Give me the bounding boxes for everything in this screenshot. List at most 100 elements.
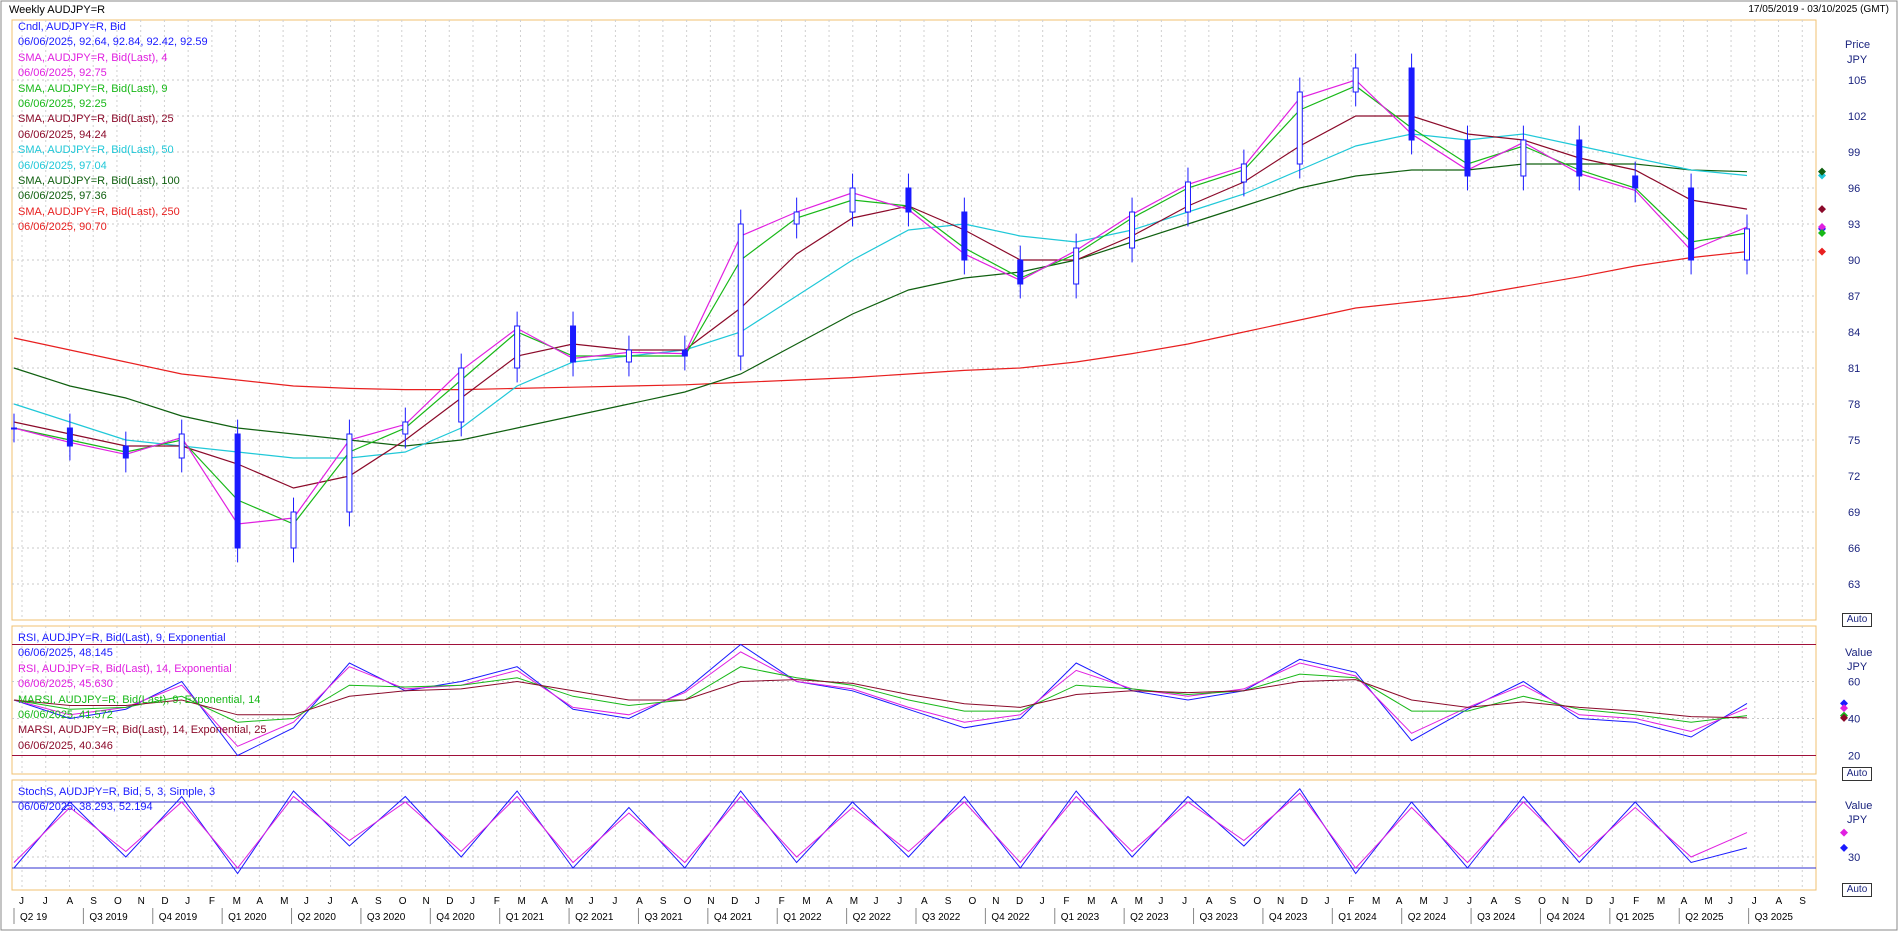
month-tick-label: J: [185, 896, 190, 907]
month-tick-label: O: [399, 896, 407, 907]
price-tick-label: 75: [1848, 435, 1860, 447]
price-legend-label-4: SMA, AUDJPY=R, Bid(Last), 50: [18, 144, 174, 157]
price-tick-label: 63: [1848, 579, 1860, 591]
month-tick-label: A: [826, 896, 833, 907]
month-tick-label: N: [707, 896, 714, 907]
candle-body: [570, 325, 577, 363]
price-tick-label: 93: [1848, 219, 1860, 231]
stoch-last-value-marker: [1840, 843, 1848, 852]
month-tick-label: A: [1776, 896, 1783, 907]
month-tick-label: A: [541, 896, 548, 907]
month-tick-label: N: [1562, 896, 1569, 907]
rsi-auto-scale-button[interactable]: Auto: [1842, 767, 1872, 781]
rsi-tick-label: 60: [1848, 677, 1860, 689]
candle-body: [681, 349, 688, 357]
candle-body: [625, 349, 632, 363]
quarter-tick-label: Q3 2023: [1200, 912, 1239, 923]
month-tick-label: F: [1063, 896, 1069, 907]
candle-body: [234, 433, 241, 549]
month-tick-label: S: [660, 896, 667, 907]
price-legend-value-3: 06/06/2025, 94.24: [18, 128, 107, 141]
month-tick-label: M: [802, 896, 810, 907]
month-tick-label: F: [209, 896, 215, 907]
month-tick-label: J: [1752, 896, 1757, 907]
candle-body: [1632, 175, 1639, 189]
rsi-legend-label-1: RSI, AUDJPY=R, Bid(Last), 14, Exponentia…: [18, 662, 232, 675]
candle-body: [1073, 247, 1080, 285]
stoch-auto-scale-button[interactable]: Auto: [1842, 883, 1872, 897]
candle-body: [961, 211, 968, 261]
quarter-tick-label: Q4 2022: [991, 912, 1030, 923]
month-tick-label: N: [138, 896, 145, 907]
quarter-tick-label: Q3 2025: [1755, 912, 1794, 923]
month-tick-label: O: [684, 896, 692, 907]
month-tick-label: S: [945, 896, 952, 907]
price-last-value-marker: [1818, 247, 1826, 256]
month-tick-label: J: [328, 896, 333, 907]
stoch-series-line-1: [13, 792, 1748, 869]
candle-body: [1129, 211, 1136, 249]
candle-body: [1408, 67, 1415, 141]
rsi-tick-label: 40: [1848, 714, 1860, 726]
price-tick-label: 78: [1848, 399, 1860, 411]
candle-body: [1576, 139, 1583, 177]
month-tick-label: M: [565, 896, 573, 907]
quarter-tick-label: Q2 2020: [298, 912, 337, 923]
month-tick-label: M: [1704, 896, 1712, 907]
month-tick-label: J: [755, 896, 760, 907]
quarter-tick-label: Q4 2024: [1546, 912, 1585, 923]
price-auto-scale-button[interactable]: Auto: [1842, 613, 1872, 627]
rsi-legend-label-2: MARSI, AUDJPY=R, Bid(Last), 9, Exponenti…: [18, 693, 261, 706]
price-axis-title: Price: [1845, 39, 1871, 51]
rsi-legend-value-3: 06/06/2025, 40.346: [18, 739, 113, 752]
month-tick-label: S: [375, 896, 382, 907]
price-legend-value-1: 06/06/2025, 92.75: [18, 67, 107, 80]
price-series-line-2: [13, 85, 1748, 525]
month-tick-label: J: [612, 896, 617, 907]
price-legend-label-6: SMA, AUDJPY=R, Bid(Last), 250: [18, 205, 180, 218]
price-legend-label-3: SMA, AUDJPY=R, Bid(Last), 25: [18, 113, 174, 126]
month-tick-label: J: [1728, 896, 1733, 907]
month-tick-label: A: [1111, 896, 1118, 907]
month-tick-label: J: [1158, 896, 1163, 907]
price-tick-label: 87: [1848, 291, 1860, 303]
price-series-line-3: [13, 115, 1748, 489]
month-tick-label: D: [1586, 896, 1593, 907]
candle-body: [514, 325, 521, 369]
price-legend: Cndl, AUDJPY=R, Bid 06/06/2025, 92.64, 92…: [18, 20, 208, 236]
month-tick-label: J: [43, 896, 48, 907]
candle-body: [66, 427, 73, 447]
month-tick-label: M: [1419, 896, 1427, 907]
month-tick-label: A: [636, 896, 643, 907]
month-tick-label: A: [921, 896, 928, 907]
candle-body: [1240, 163, 1247, 183]
month-tick-label: O: [114, 896, 122, 907]
rsi-last-value-marker: [1840, 699, 1848, 708]
month-tick-label: A: [256, 896, 263, 907]
quarter-tick-label: Q2 19: [20, 912, 48, 923]
month-tick-label: J: [1182, 896, 1187, 907]
price-axis-unit: JPY: [1847, 54, 1868, 66]
month-tick-label: D: [161, 896, 168, 907]
month-tick-label: N: [1277, 896, 1284, 907]
price-series-line-4: [13, 133, 1748, 459]
price-tick-label: 96: [1848, 183, 1860, 195]
month-tick-label: A: [1491, 896, 1498, 907]
quarter-tick-label: Q4 2021: [714, 912, 753, 923]
title-bar: Weekly AUDJPY=R 17/05/2019 - 03/10/2025 …: [0, 0, 1898, 20]
quarter-tick-label: Q3 2019: [89, 912, 128, 923]
quarter-tick-label: Q2 2021: [575, 912, 614, 923]
price-tick-label: 69: [1848, 507, 1860, 519]
price-legend-value-0: 06/06/2025, 92.64, 92.84, 92.42, 92.59: [18, 36, 208, 49]
stoch-panel-frame: [11, 779, 1817, 891]
candle-body: [122, 445, 129, 459]
month-tick-label: D: [446, 896, 453, 907]
candle-body: [11, 427, 17, 430]
price-tick-label: 102: [1848, 111, 1866, 123]
quarter-tick-label: Q1 2024: [1338, 912, 1377, 923]
rsi-legend-value-0: 06/06/2025, 48.145: [18, 647, 113, 660]
month-tick-label: A: [351, 896, 358, 907]
month-tick-label: D: [1301, 896, 1308, 907]
